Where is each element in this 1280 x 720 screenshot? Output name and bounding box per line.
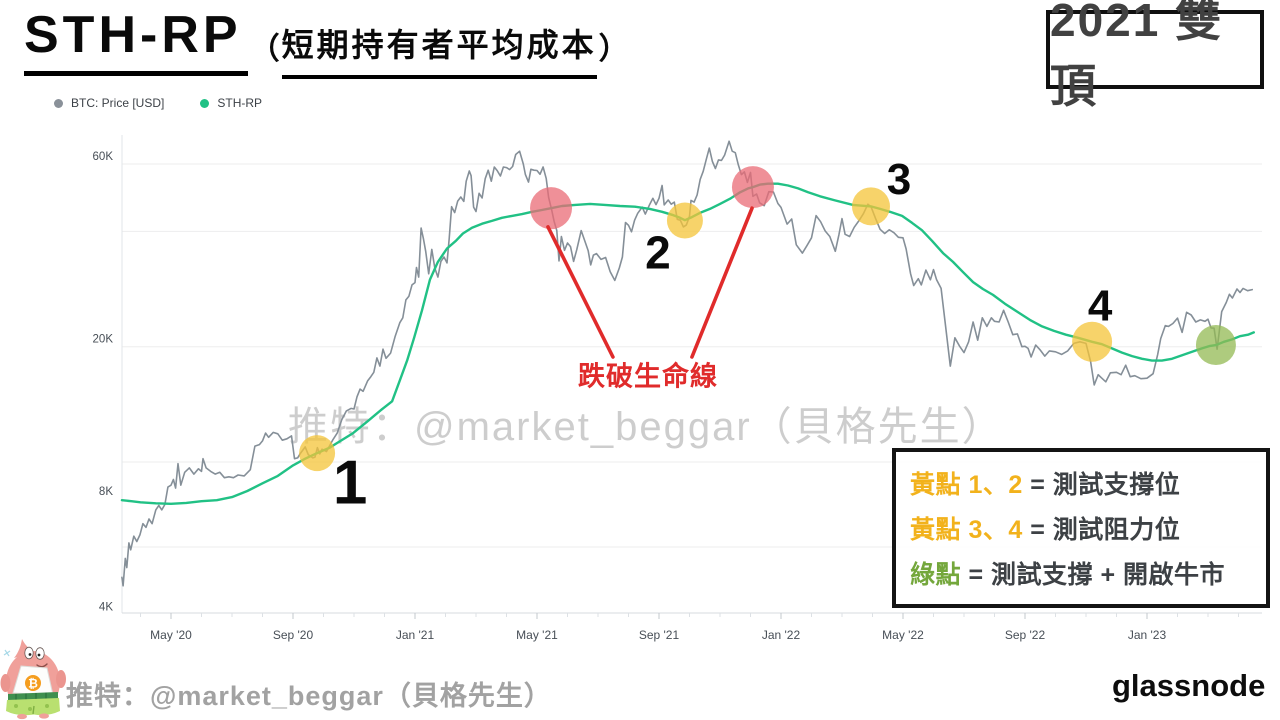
- legend-desc-green: = 測試支撐 + 開啟牛市: [961, 561, 1225, 590]
- legend-row-yellow-12: 黃點 1、2 = 測試支撐位: [910, 465, 1252, 501]
- legend-row-yellow-34: 黃點 3、4 = 測試阻力位: [910, 510, 1252, 546]
- legend-desc-yellow-34: = 測試阻力位: [1022, 515, 1181, 544]
- watermark-text: 推特：@market_beggar（貝格先生）: [288, 405, 1004, 449]
- glassnode-logo: glassnode: [1112, 668, 1266, 703]
- x-tick-label: Jan '22: [762, 628, 801, 642]
- x-tick-label: May '22: [882, 628, 924, 642]
- twitter-handle-text: 推特：@market_beggar（貝格先生）: [66, 681, 552, 711]
- yellow-dot-3: [851, 187, 890, 226]
- yellow-dot-4: [1072, 321, 1113, 362]
- legend-key-yellow-34: 黃點 3、4: [910, 515, 1023, 544]
- legend-label-sthrp: STH-RP: [217, 96, 263, 110]
- annotation-number-1: 1: [333, 449, 367, 518]
- svg-text:₿: ₿: [28, 677, 38, 691]
- y-tick-label: 8K: [99, 486, 113, 498]
- legend-key-yellow-12: 黃點 1、2: [910, 470, 1023, 499]
- legend-row-green: 綠點 = 測試支撐 + 開啟牛市: [910, 555, 1252, 591]
- y-tick-label: 4K: [99, 601, 113, 613]
- red-dot-1: [530, 187, 573, 230]
- legend-desc-yellow-12: = 測試支撐位: [1022, 470, 1181, 499]
- patrick-mascot-image: ₿: [0, 639, 66, 720]
- y-tick-label: 20K: [93, 334, 114, 346]
- chart-legend: BTC: Price [USD] STH-RP: [54, 96, 262, 110]
- yellow-dot-2: [666, 202, 703, 239]
- x-tick-label: May '21: [516, 628, 558, 642]
- green-dot-1: [1195, 325, 1236, 366]
- annotation-number-3: 3: [887, 155, 911, 204]
- annotation-legend-box: 黃點 1、2 = 測試支撐位 黃點 3、4 = 測試阻力位 綠點 = 測試支撐 …: [892, 448, 1270, 608]
- page-title: STH-RP （ 短期持有者平均成本 ）: [24, 8, 631, 79]
- legend-item-btc: BTC: Price [USD]: [54, 96, 164, 110]
- title-subtitle: 短期持有者平均成本: [281, 20, 597, 79]
- x-tick-label: Jan '23: [1128, 628, 1167, 642]
- title-paren-open: （: [249, 33, 280, 66]
- red-dot-2: [731, 166, 774, 209]
- annotation-number-4: 4: [1088, 281, 1113, 330]
- sparkle-icon: [3, 649, 11, 657]
- legend-item-sthrp: STH-RP: [200, 96, 262, 110]
- btc-legend-dot-icon: [54, 98, 63, 108]
- annotation-number-2: 2: [645, 227, 671, 279]
- callout-line-2: [690, 206, 754, 359]
- title-en: STH-RP: [24, 8, 248, 76]
- callout-text: 跌破生命線: [578, 361, 718, 392]
- sthrp-legend-dot-icon: [200, 98, 210, 108]
- x-tick-label: Sep '20: [273, 628, 314, 642]
- yellow-dot-1: [299, 435, 336, 472]
- legend-key-green: 綠點: [910, 561, 962, 590]
- x-tick-label: May '20: [150, 628, 192, 642]
- x-tick-label: Sep '22: [1005, 628, 1046, 642]
- x-tick-label: Jan '21: [396, 628, 435, 642]
- legend-label-btc: BTC: Price [USD]: [71, 96, 165, 110]
- x-tick-label: Sep '21: [639, 628, 680, 642]
- callout-line-1: [546, 225, 615, 359]
- y-tick-label: 60K: [93, 151, 114, 163]
- title-paren-close: ）: [598, 33, 629, 66]
